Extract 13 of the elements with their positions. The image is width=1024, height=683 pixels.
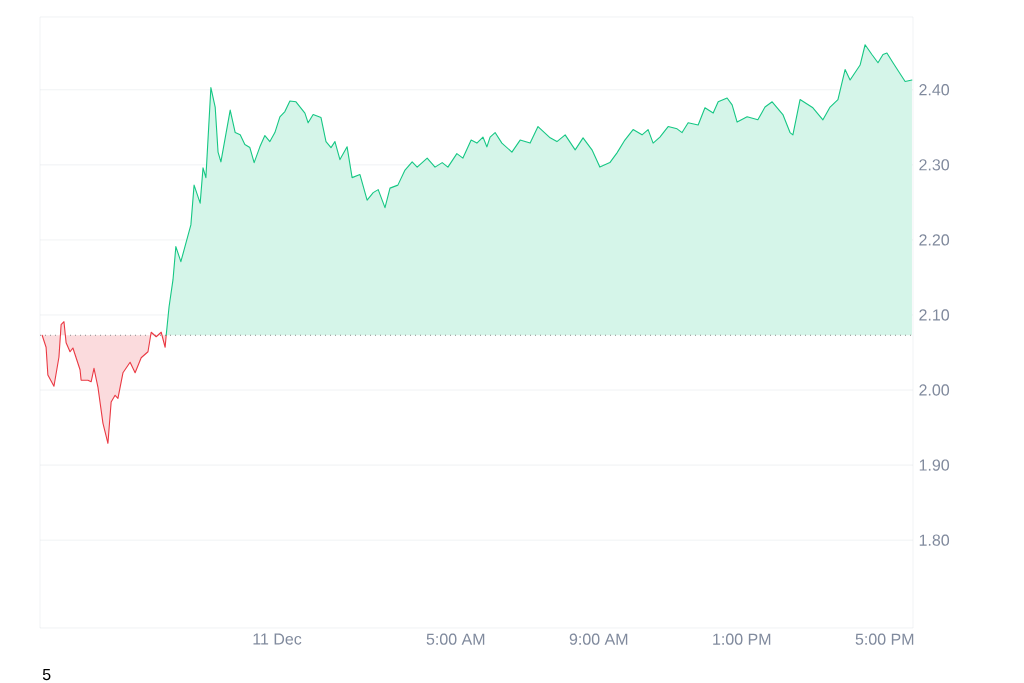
y-tick-label: 1.80 [919,534,950,546]
y-tick-label: 1.90 [919,459,950,471]
y-tick-label: 2.40 [919,84,950,96]
y-tick-label: 2.00 [919,384,950,396]
x-tick-label: 1:00 PM [713,633,771,645]
x-tick-label: 5:00 PM [855,633,914,645]
x-tick-label: 11 Dec [253,633,302,645]
text: 5 [42,668,51,681]
y-tick-label: 2.10 [919,309,950,321]
x-tick-label: 9:00 AM [569,633,628,645]
y-tick-label: 2.20 [919,234,950,246]
y-tick-label: 2.30 [919,159,950,171]
x-tick-label: 5:00 AM [426,633,485,645]
